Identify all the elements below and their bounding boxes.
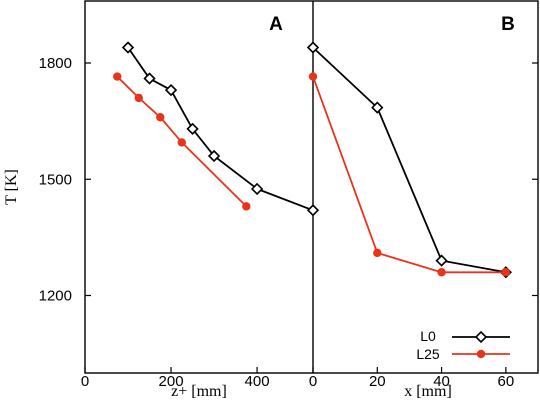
legend-label-l25: L25 [416, 346, 440, 362]
data-point-l25 [134, 93, 143, 103]
legend: L0 L25 [416, 328, 510, 362]
x-tick-label: 40 [433, 373, 450, 390]
data-point-l0 [306, 204, 320, 217]
series-line-l25-panel-b [312, 76, 506, 274]
data-point-l0 [121, 41, 135, 54]
data-point-l25 [177, 138, 186, 147]
y-tick-label: 1200 [39, 288, 72, 305]
data-point-l25 [501, 268, 511, 277]
series-line-l0-panel-b [312, 46, 507, 274]
y-tick-label: 1800 [39, 55, 72, 72]
legend-marker-l25 [476, 349, 486, 359]
x-tick-label: 0 [81, 373, 89, 390]
data-point-l0 [164, 83, 178, 97]
data-point-l0 [371, 101, 384, 114]
data-point-l25 [308, 72, 318, 81]
x-tick-label: 60 [498, 373, 515, 390]
data-point-l25 [437, 268, 446, 277]
data-point-l25 [373, 248, 382, 258]
data-point-l0 [207, 149, 221, 163]
panel-b-x-axis-label: x [mm] [404, 383, 452, 400]
data-point-l25 [113, 72, 122, 81]
x-tick-label: 20 [369, 373, 386, 390]
data-point-l0 [306, 41, 320, 54]
x-tick-label: 200 [159, 373, 184, 390]
data-point-l25 [156, 113, 165, 122]
data-point-l0 [186, 122, 199, 136]
data-point-l0 [435, 254, 448, 267]
panel-b-ticks: 0 20 40 60 [309, 367, 514, 390]
legend-label-l0: L0 [420, 328, 436, 344]
data-point-l0 [143, 72, 156, 85]
x-tick-label: 0 [309, 373, 317, 390]
legend-marker-l0 [474, 330, 488, 344]
series-line-l0-panel-a [127, 46, 314, 212]
x-tick-label: 400 [245, 373, 270, 390]
plot-frame [84, 0, 539, 374]
y-axis-label: T [K] [3, 169, 20, 205]
y-tick-label: 1500 [39, 171, 72, 188]
data-point-l0 [250, 182, 264, 196]
panel-b-series [306, 41, 512, 279]
panel-a-x-axis-label: z+ [mm] [171, 383, 227, 400]
panel-a-label: A [269, 14, 283, 35]
data-point-l25 [242, 202, 251, 211]
panel-a-series [113, 41, 320, 217]
panel-b-label: B [501, 14, 515, 35]
